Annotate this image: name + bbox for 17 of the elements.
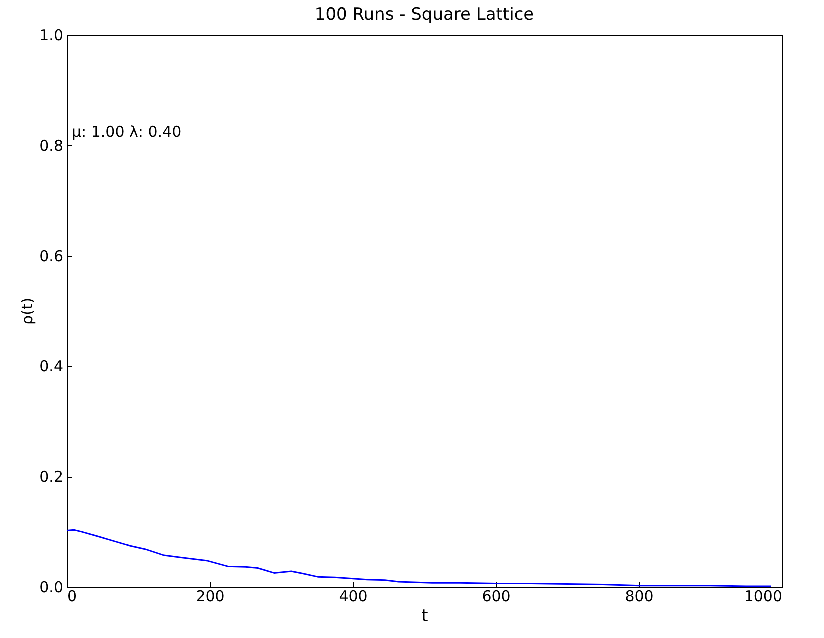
line-series xyxy=(67,529,772,587)
x-tick-label: 600 xyxy=(482,588,511,606)
y-tick-label: 0.6 xyxy=(40,247,64,266)
y-tick-label: 0.8 xyxy=(40,136,64,155)
y-axis-title: ρ(t) xyxy=(18,298,37,326)
x-tick-label: 800 xyxy=(625,588,654,606)
x-tick-label: 400 xyxy=(339,588,368,606)
y-tick-label: 0.0 xyxy=(40,578,64,596)
y-tick-label: 1.0 xyxy=(40,26,64,44)
x-axis-title: t xyxy=(422,606,429,626)
y-tick-label: 0.2 xyxy=(40,468,64,486)
annotation: μ: 1.00 λ: 0.40 xyxy=(72,123,182,141)
y-tick-label: 0.4 xyxy=(40,358,64,376)
chart-title: 100 Runs - Square Lattice xyxy=(314,5,534,25)
x-tick-label: 200 xyxy=(196,588,225,606)
x-tick-label: 1000 xyxy=(744,588,782,606)
x-tick-label: 0 xyxy=(68,588,78,606)
